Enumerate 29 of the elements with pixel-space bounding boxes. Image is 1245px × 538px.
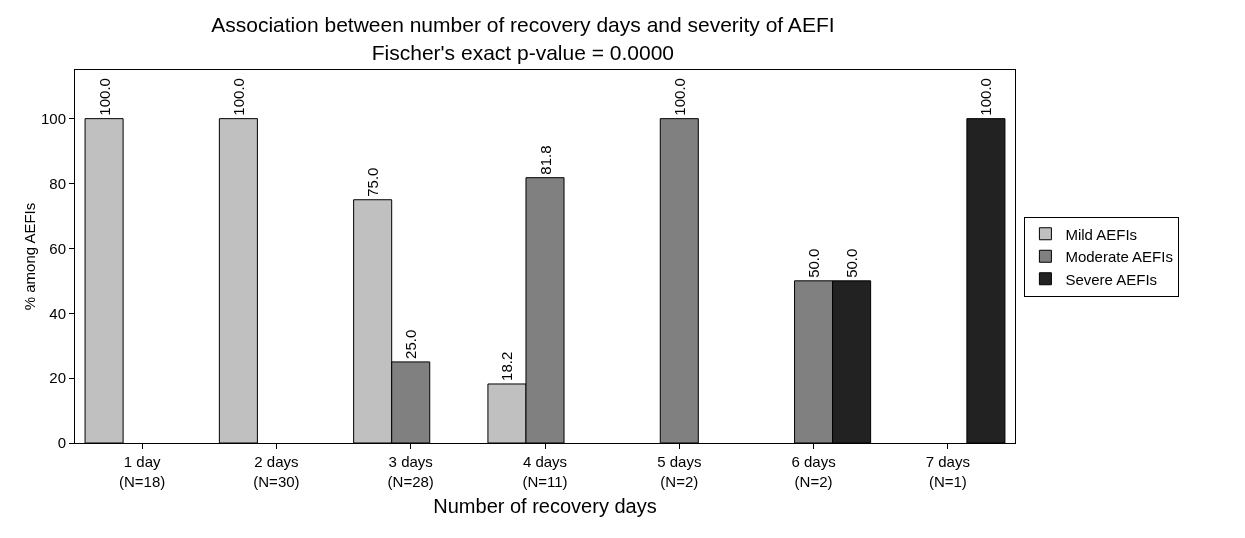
- data-label: 81.8: [536, 145, 554, 175]
- y-tick-label: 0: [57, 434, 66, 452]
- data-label: 50.0: [805, 248, 823, 278]
- x-axis-title: Number of recovery days: [433, 495, 657, 517]
- x-tick-label: 2 days (N=30): [253, 453, 300, 490]
- data-label: 100.0: [95, 78, 113, 116]
- chart-title: Association between number of recovery days and severity of AEFI Fischer's exact p-value = 0.0000: [211, 13, 835, 64]
- data-label: 100.0: [670, 78, 688, 116]
- x-tick-label: 7 days (N=1): [925, 453, 970, 490]
- x-tick-label: 1 day (N=18): [119, 453, 166, 490]
- data-label: 100.0: [229, 78, 247, 116]
- data-label: 50.0: [843, 248, 861, 278]
- x-tick-label: 6 days (N=2): [791, 453, 836, 490]
- legend-label: Mild AEFIs: [1065, 225, 1138, 243]
- y-tick-label: 100: [40, 109, 66, 127]
- legend-label: Severe AEFIs: [1065, 270, 1158, 288]
- x-tick-label: 3 days (N=28): [387, 453, 434, 490]
- data-label: 25.0: [402, 329, 420, 359]
- legend-label: Moderate AEFIs: [1065, 248, 1173, 266]
- x-tick-label: 5 days (N=2): [657, 453, 702, 490]
- data-label: 75.0: [364, 167, 382, 197]
- data-label: 18.2: [498, 351, 516, 381]
- y-tick-label: 80: [49, 174, 66, 192]
- y-tick-label: 20: [49, 369, 66, 387]
- x-tick-label: 4 days (N=11): [522, 453, 568, 490]
- data-label: 100.0: [977, 78, 995, 116]
- y-tick-label: 60: [49, 239, 66, 257]
- y-axis-title: % among AEFIs: [21, 202, 38, 311]
- y-tick-label: 40: [49, 304, 66, 322]
